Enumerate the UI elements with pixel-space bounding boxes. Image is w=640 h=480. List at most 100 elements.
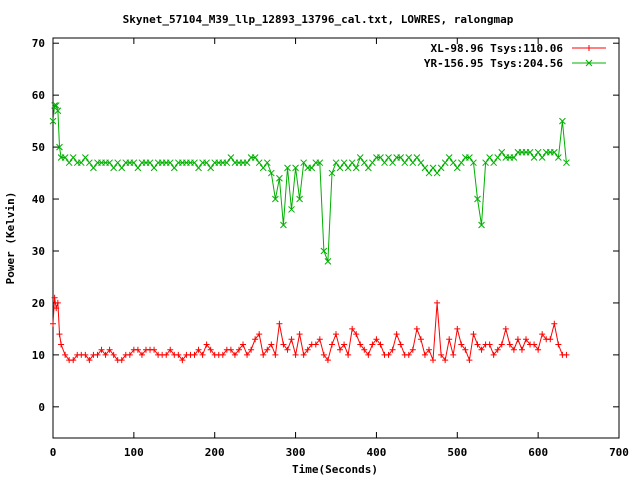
data-point [478,221,485,229]
data-point [195,164,202,172]
data-point [531,341,538,348]
data-point [494,346,501,353]
data-point [304,346,311,353]
data-point [263,159,271,167]
data-point [514,336,521,343]
data-point [523,336,530,343]
data-point [69,154,77,161]
data-point [486,341,493,348]
data-point [272,351,279,358]
data-point [466,357,473,364]
data-point [430,357,437,364]
x-tick-label: 300 [286,446,306,459]
data-point [498,148,506,156]
data-point [227,346,234,353]
data-point [151,346,158,353]
data-point [54,299,61,306]
legend-swatch-xl [572,45,606,51]
data-point [235,346,242,353]
data-point [255,159,263,167]
data-point [284,164,291,172]
data-point [82,351,89,358]
data-point [276,174,283,182]
data-point [280,221,287,229]
data-point [421,164,429,172]
data-point [179,357,186,364]
data-point [445,154,453,161]
legend-label-xl: XL-98.96 Tsys:110.06 [431,42,564,55]
data-point [56,143,63,151]
data-point [138,351,145,358]
data-point [397,341,404,348]
y-tick-label: 30 [32,245,45,258]
data-point [555,154,562,161]
data-point [284,346,291,353]
data-point [559,117,566,125]
data-point [551,320,558,327]
data-point [457,159,465,167]
data-point [510,346,517,353]
y-tick-label: 20 [32,297,45,310]
data-point [518,346,525,353]
data-point [405,351,412,358]
data-point [413,325,420,332]
x-tick-label: 700 [609,446,629,459]
data-point [252,336,259,343]
data-point [231,351,238,358]
data-point [353,331,360,338]
data-point [434,299,441,306]
data-point [539,331,546,338]
data-point [70,357,77,364]
data-point [300,351,307,358]
data-point [474,195,481,203]
data-point [449,159,457,167]
data-point [421,351,428,358]
data-point [454,325,461,332]
data-point [563,159,570,167]
data-point [77,159,85,167]
data-point [442,357,449,364]
data-point [312,341,319,348]
data-point [344,164,352,172]
data-point [446,336,453,343]
data-point [243,159,251,167]
y-tick-label: 10 [32,349,45,362]
series-0 [50,294,570,364]
data-point [535,346,542,353]
data-point [425,346,432,353]
data-point [377,341,384,348]
data-point [369,159,376,167]
data-point [51,294,58,301]
data-point [280,341,287,348]
data-point [276,320,283,327]
data-point [385,351,392,358]
data-point [150,164,158,172]
y-tick-label: 0 [38,401,45,414]
data-point [373,336,380,343]
data-point [547,336,554,343]
data-point [437,164,445,172]
data-point [58,341,65,348]
data-point [256,331,263,338]
data-point [175,351,182,358]
data-point [268,341,275,348]
data-point [320,247,328,255]
data-point [526,148,534,156]
data-point [300,159,308,167]
data-point [316,336,323,343]
chart-title: Skynet_57104_M39_llp_12893_13796_cal.txt… [123,13,514,26]
y-axis-label: Power (Kelvin) [4,192,17,285]
legend-marker [585,59,593,67]
data-point [191,351,198,358]
data-point [316,159,324,167]
data-point [51,102,58,109]
data-point [170,164,178,172]
data-point [130,159,138,167]
x-tick-label: 600 [528,446,548,459]
data-point [348,159,356,167]
data-point [292,351,299,358]
data-point [360,159,368,167]
data-point [502,325,509,332]
data-point [453,164,461,172]
data-point [466,154,473,161]
